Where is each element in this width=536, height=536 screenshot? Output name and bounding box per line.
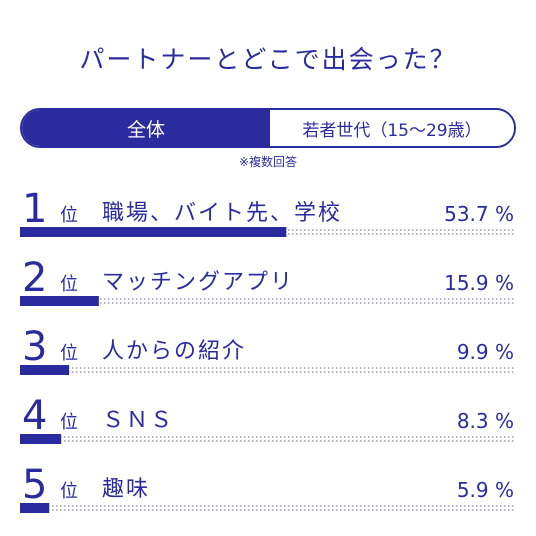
rank-suffix: 位	[60, 274, 78, 295]
rank-suffix: 位	[60, 481, 78, 502]
value-label: 8.3 %	[457, 409, 514, 433]
category-label: 人からの紹介	[102, 339, 246, 364]
category-label: マッチングアプリ	[102, 270, 294, 295]
bar	[20, 296, 99, 306]
tab-young-generation[interactable]: 若者世代（15〜29歳）	[270, 110, 514, 146]
bar	[20, 365, 70, 375]
tab-all[interactable]: 全体	[22, 110, 270, 146]
category-label: 職場、バイト先、学校	[102, 201, 342, 226]
bar	[20, 227, 287, 237]
rank-number: 2	[22, 255, 47, 301]
rank-suffix: 位	[60, 205, 78, 226]
rank-number: 3	[22, 324, 47, 370]
category-label: ＳＮＳ	[102, 408, 174, 433]
category-label: 趣味	[102, 477, 150, 502]
value-label: 53.7 %	[444, 202, 514, 226]
chart-title: パートナーとどこで出会った？	[79, 45, 457, 74]
value-label: 9.9 %	[457, 340, 514, 364]
multiple-answer-note: ※複数回答	[238, 155, 298, 169]
rank-number: 4	[22, 393, 47, 439]
value-label: 5.9 %	[457, 478, 514, 502]
rank-number: 1	[22, 186, 47, 232]
rank-suffix: 位	[60, 343, 78, 364]
bar	[20, 503, 50, 513]
bar	[20, 434, 62, 444]
rank-suffix: 位	[60, 412, 78, 433]
value-label: 15.9 %	[444, 271, 514, 295]
rank-number: 5	[22, 462, 47, 508]
segment-tabs: 全体 若者世代（15〜29歳）	[20, 108, 516, 148]
